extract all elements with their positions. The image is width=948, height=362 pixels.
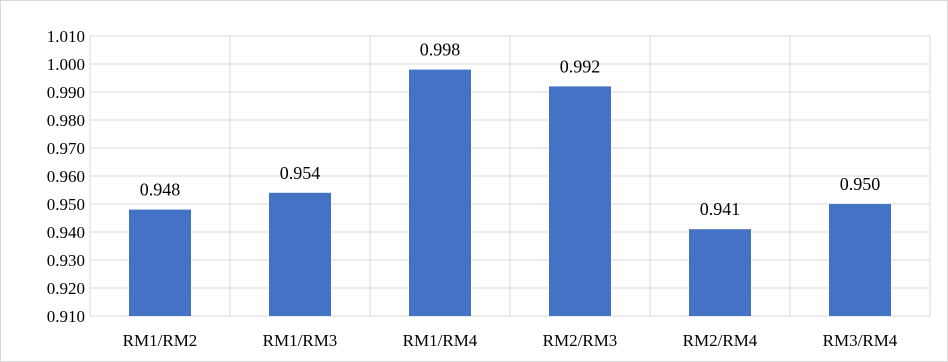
data-label: 0.948 [140, 180, 181, 200]
bar [269, 192, 331, 316]
data-label: 0.992 [560, 56, 601, 76]
y-tick-label: 0.970 [47, 139, 85, 158]
y-tick-label: 0.990 [47, 83, 85, 102]
bar [549, 86, 611, 317]
y-tick-label: 1.010 [47, 27, 85, 46]
y-tick-label: 0.980 [47, 111, 85, 130]
data-label: 0.954 [280, 163, 321, 183]
x-axis-category-labels: RM1/RM2 RM1/RM3 RM1/RM4 RM2/RM3 RM2/RM4 RM3/R… [123, 331, 898, 350]
y-tick-label: 0.950 [47, 195, 85, 214]
y-tick-label: 0.910 [47, 307, 85, 326]
y-tick-label: 0.920 [47, 279, 85, 298]
data-label: 0.950 [840, 174, 881, 194]
x-category-label: RM1/RM4 [403, 331, 478, 350]
y-tick-label: 0.930 [47, 251, 85, 270]
data-label: 0.998 [420, 40, 461, 60]
grid-lines [89, 35, 931, 317]
bar [689, 229, 751, 316]
x-category-label: RM3/RM4 [823, 331, 898, 350]
x-category-label: RM2/RM3 [543, 331, 618, 350]
data-labels: 0.948 0.954 0.998 0.992 0.941 0.950 [140, 40, 881, 220]
y-tick-label: 1.000 [47, 55, 85, 74]
bars [129, 69, 891, 317]
x-category-label: RM1/RM2 [123, 331, 198, 350]
bar [129, 209, 191, 316]
y-tick-label: 0.960 [47, 167, 85, 186]
data-label: 0.941 [700, 199, 741, 219]
bar [829, 204, 891, 316]
bar [409, 69, 471, 316]
y-axis-tick-labels: 0.910 0.920 0.930 0.940 0.950 0.960 0.970 0.980… [47, 27, 85, 326]
x-category-label: RM2/RM4 [683, 331, 758, 350]
y-tick-label: 0.940 [47, 223, 85, 242]
x-category-label: RM1/RM3 [263, 331, 338, 350]
